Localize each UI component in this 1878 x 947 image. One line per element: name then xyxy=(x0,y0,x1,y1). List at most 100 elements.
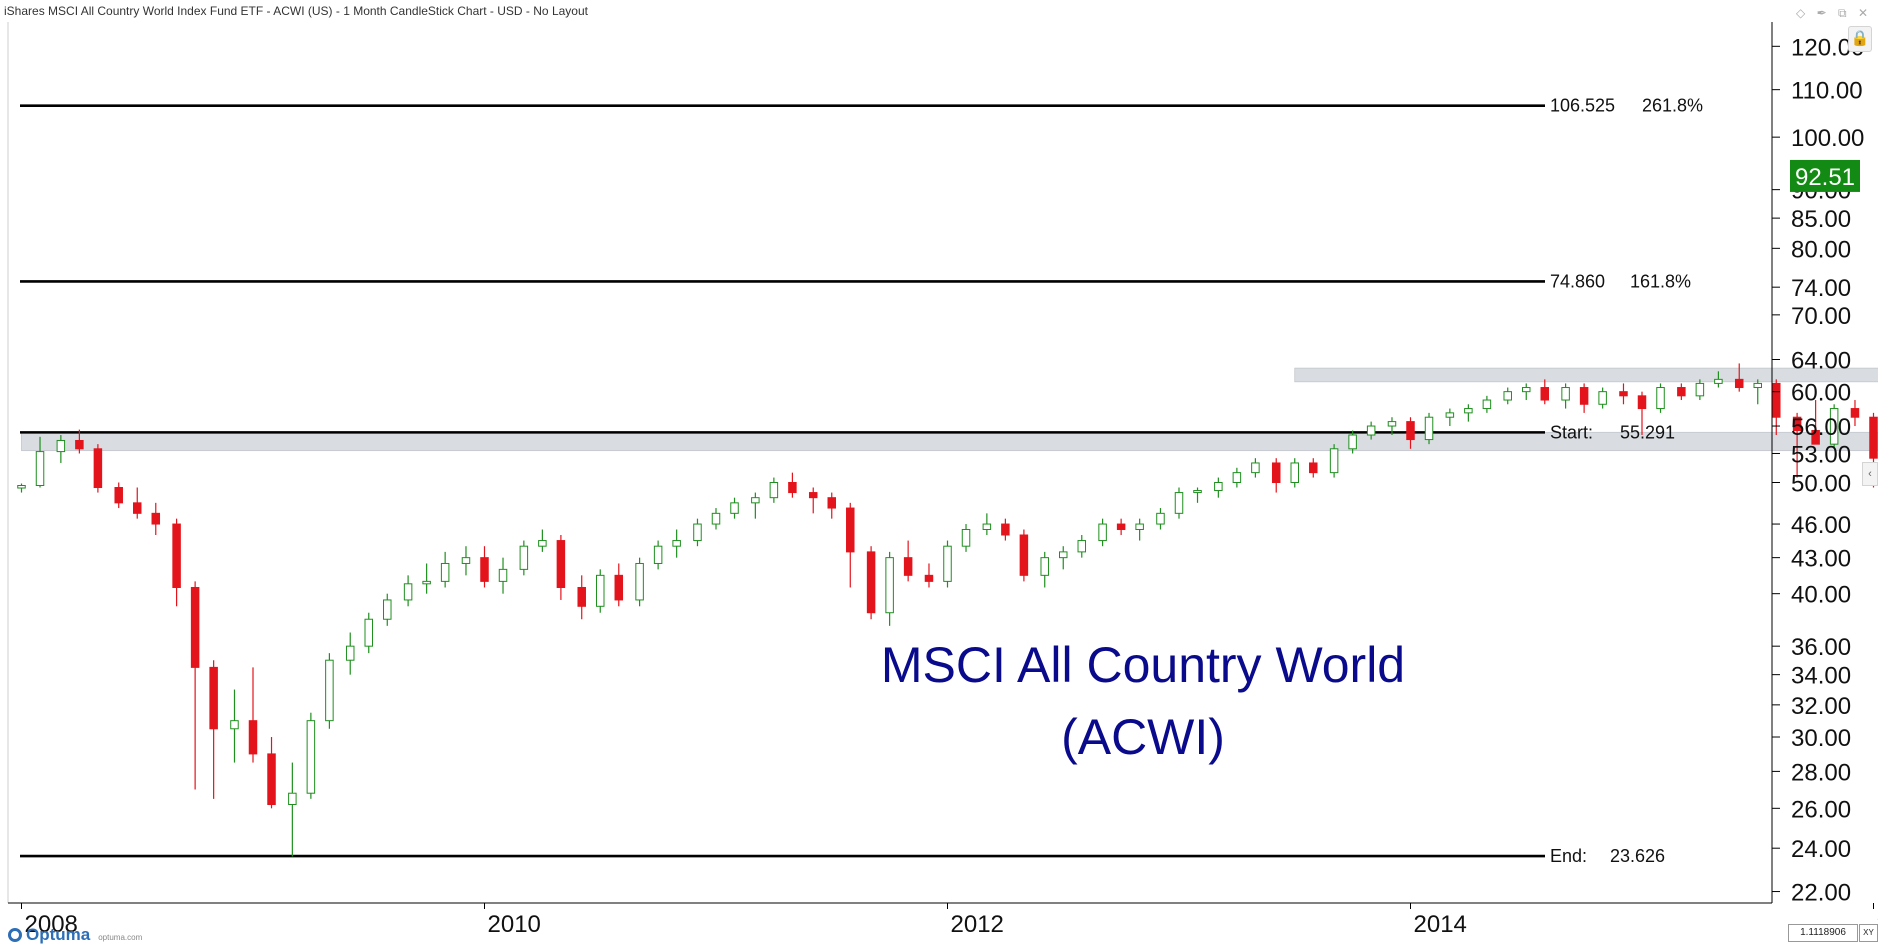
restore-icon[interactable]: ⧉ xyxy=(1838,6,1847,20)
last-price-badge xyxy=(1790,159,1860,192)
candle-body-23 xyxy=(461,557,471,564)
candle-body-17 xyxy=(345,645,355,661)
y-tick-label-1: 24.00 xyxy=(1791,836,1851,863)
level-label-3: End: xyxy=(1550,846,1587,866)
candle-body-66 xyxy=(1290,462,1299,484)
candle-body-3 xyxy=(75,439,84,450)
x-tick-label-2: 2012 xyxy=(951,911,1004,938)
candle-body-87 xyxy=(1695,382,1705,397)
y-tick-label-15: 64.00 xyxy=(1791,348,1851,375)
close-icon[interactable]: ✕ xyxy=(1857,6,1868,20)
candle-body-96 xyxy=(1869,416,1878,459)
y-tick-label-8: 40.00 xyxy=(1791,582,1851,609)
candle-body-56 xyxy=(1098,523,1107,542)
candle-body-89 xyxy=(1734,378,1744,389)
scale-value-box[interactable]: 1.1118906 xyxy=(1788,924,1858,942)
candle-body-50 xyxy=(982,523,992,530)
xy-toggle-button[interactable]: XY xyxy=(1859,924,1878,942)
candle-body-16 xyxy=(325,659,334,722)
candle-body-76 xyxy=(1482,399,1492,410)
y-tick-label-12: 53.00 xyxy=(1791,441,1851,468)
candle-body-94 xyxy=(1829,408,1839,445)
side-panel-toggle-icon[interactable]: ‹ xyxy=(1862,462,1878,486)
candle-body-7 xyxy=(151,512,161,525)
candle-body-80 xyxy=(1561,387,1570,401)
y-tick-label-6: 34.00 xyxy=(1791,663,1851,690)
candle-body-14 xyxy=(288,792,297,805)
candle-body-91 xyxy=(1772,382,1781,418)
x-tick-label-3: 2014 xyxy=(1414,911,1467,938)
level-value-3: 23.626 xyxy=(1610,846,1665,866)
candle-body-83 xyxy=(1619,391,1628,397)
candle-body-93 xyxy=(1811,430,1820,445)
candle-body-84 xyxy=(1637,395,1647,410)
y-tick-label-3: 28.00 xyxy=(1791,759,1851,786)
candle-body-67 xyxy=(1309,462,1318,474)
candle-body-8 xyxy=(172,523,181,588)
candle-body-78 xyxy=(1522,387,1531,393)
candle-body-34 xyxy=(672,540,681,547)
candle-body-11 xyxy=(230,720,239,730)
candle-body-4 xyxy=(93,448,103,489)
support-zone-0 xyxy=(21,431,1878,452)
y-tick-label-10: 46.00 xyxy=(1791,512,1851,539)
candle-body-92 xyxy=(1792,416,1802,432)
candle-body-33 xyxy=(653,545,663,564)
window-controls: ◇ ✒ ⧉ ✕ xyxy=(1788,2,1868,24)
candle-body-59 xyxy=(1156,512,1165,525)
candle-body-48 xyxy=(943,545,952,582)
chart-annotation-line-0: MSCI All Country World xyxy=(881,637,1405,693)
y-tick-label-2: 26.00 xyxy=(1791,796,1851,823)
candle-body-31 xyxy=(614,574,624,601)
candle-body-37 xyxy=(730,502,739,514)
candle-body-46 xyxy=(903,557,913,576)
candle-body-75 xyxy=(1464,408,1473,414)
candle-body-27 xyxy=(538,540,547,547)
candle-body-58 xyxy=(1135,523,1144,530)
candle-body-69 xyxy=(1348,434,1357,450)
candle-body-19 xyxy=(383,599,392,620)
candle-body-25 xyxy=(498,568,508,582)
candle-body-54 xyxy=(1059,551,1068,559)
y-tick-label-4: 30.00 xyxy=(1791,725,1851,752)
candle-body-45 xyxy=(885,557,894,614)
logo-text: Optuma xyxy=(26,925,91,944)
candle-body-62 xyxy=(1214,482,1223,492)
candle-body-39 xyxy=(769,482,779,499)
pin-icon[interactable]: ✒ xyxy=(1816,6,1827,20)
candle-body-6 xyxy=(133,502,142,514)
levels-layer: 106.525 261.8% 74.860 161.8% Start: 55.291 End… xyxy=(20,96,1703,866)
y-tick-label-5: 32.00 xyxy=(1791,693,1851,720)
candle-body-36 xyxy=(711,512,721,525)
candle-body-70 xyxy=(1366,425,1376,436)
level-label-2: Start: xyxy=(1550,422,1593,442)
detach-icon[interactable]: ◇ xyxy=(1796,6,1806,20)
candle-body-95 xyxy=(1850,408,1860,418)
candle-body-32 xyxy=(635,562,644,601)
level-value-2: 55.291 xyxy=(1620,422,1675,442)
y-tick-label-18: 80.00 xyxy=(1791,236,1851,263)
candle-body-53 xyxy=(1040,557,1049,576)
candle-body-47 xyxy=(924,574,934,582)
candle-body-28 xyxy=(556,540,566,588)
candle-body-22 xyxy=(440,562,450,582)
y-tick-label-9: 43.00 xyxy=(1791,546,1851,573)
candle-body-72 xyxy=(1406,421,1415,441)
candle-body-9 xyxy=(190,586,200,668)
candle-body-5 xyxy=(114,487,123,504)
candle-body-57 xyxy=(1116,523,1126,530)
candle-body-44 xyxy=(866,551,876,614)
candle-body-74 xyxy=(1445,412,1455,418)
y-tick-label-0: 22.00 xyxy=(1791,880,1851,907)
x-tick-label-1: 2010 xyxy=(488,911,541,938)
candle-body-85 xyxy=(1656,387,1665,410)
candle-body-63 xyxy=(1232,472,1242,484)
candle-body-26 xyxy=(519,545,529,570)
lock-icon[interactable]: 🔒 xyxy=(1848,26,1872,52)
y-tick-label-21: 100.00 xyxy=(1791,125,1864,152)
candle-body-18 xyxy=(364,618,373,647)
logo-url: optuma.com xyxy=(98,933,143,942)
level-label-1: 74.860 xyxy=(1550,271,1605,291)
candle-body-1 xyxy=(35,451,45,486)
